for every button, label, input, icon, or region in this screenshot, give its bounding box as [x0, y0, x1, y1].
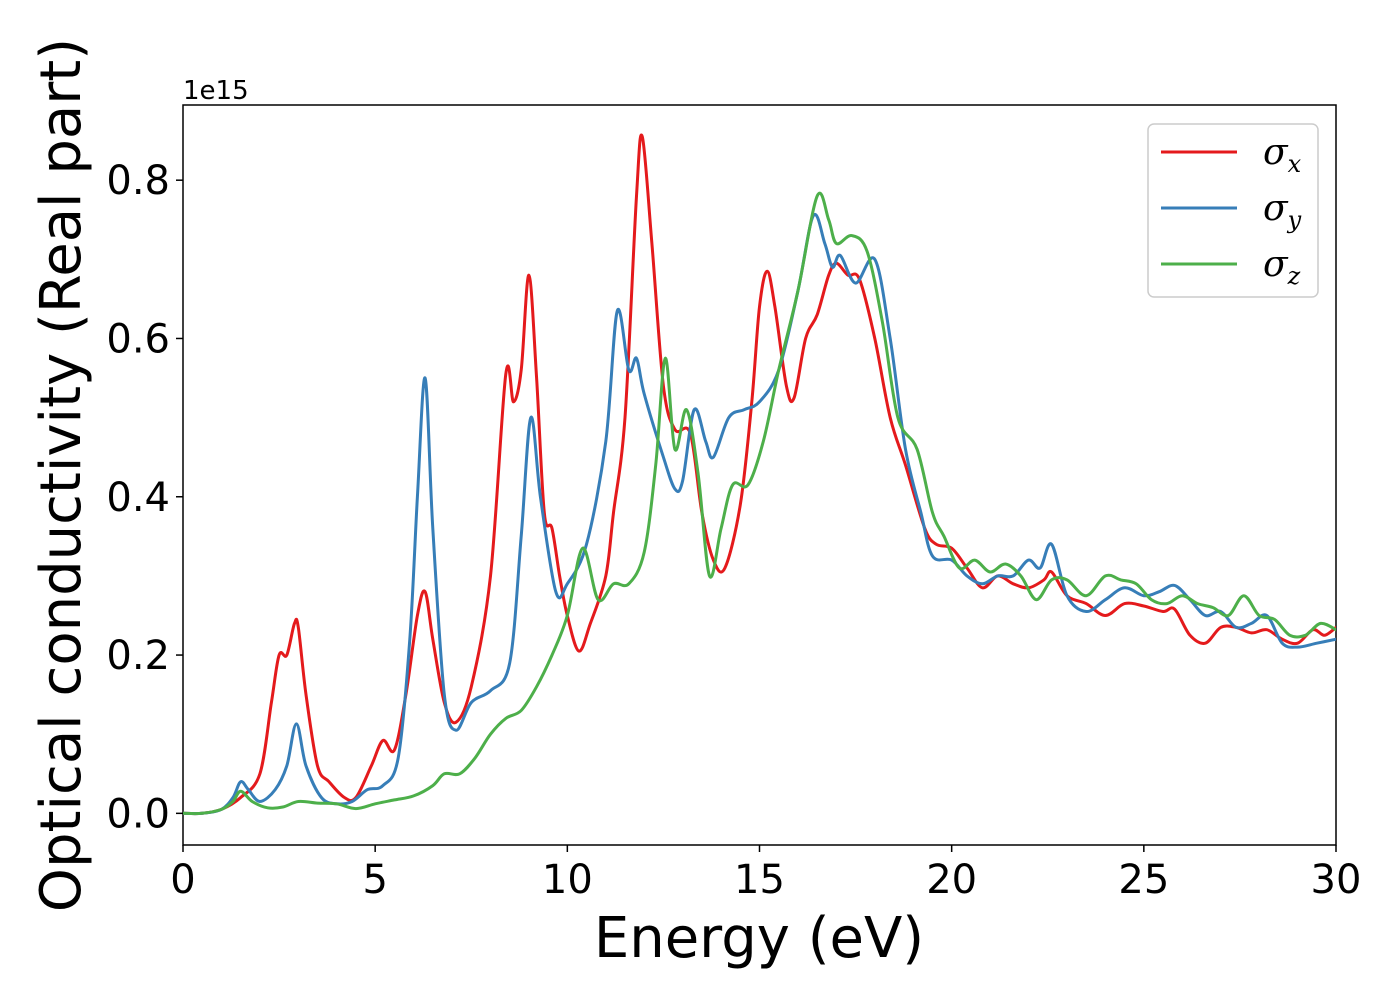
x-tick-label: 25 — [1118, 857, 1169, 903]
y-tick-label: 0.8 — [106, 158, 170, 204]
y-offset-label: 1e15 — [183, 76, 249, 106]
x-tick-label: 10 — [542, 857, 593, 903]
legend-label-x: σx — [1263, 132, 1302, 178]
y-axis: 0.0 0.2 0.4 0.6 0.8 — [106, 158, 183, 837]
legend: σx σy σz — [1147, 123, 1319, 298]
x-axis-title: Energy (eV) — [594, 906, 924, 971]
x-tick-label: 20 — [926, 857, 977, 903]
plot-frame — [182, 104, 1337, 846]
x-tick-label: 15 — [734, 857, 785, 903]
y-tick-label: 0.4 — [106, 475, 170, 521]
y-tick-label: 0.2 — [106, 633, 170, 679]
x-axis: 0 5 10 15 20 25 30 — [170, 845, 1361, 903]
x-tick-label: 5 — [362, 857, 387, 903]
x-tick-label: 30 — [1311, 857, 1362, 903]
legend-box — [1147, 123, 1319, 298]
series-layer — [183, 133, 1336, 816]
y-axis-title: Optical conductivity (Real part) — [29, 38, 94, 912]
y-tick-label: 0.6 — [106, 316, 170, 362]
plot-area — [182, 104, 1337, 846]
x-tick-label: 0 — [170, 857, 195, 903]
y-tick-label: 0.0 — [106, 791, 170, 837]
legend-label-z: σz — [1263, 244, 1301, 290]
series-line-y — [183, 212, 1336, 816]
legend-label-y: σy — [1263, 188, 1302, 234]
series-line-z — [183, 191, 1336, 816]
